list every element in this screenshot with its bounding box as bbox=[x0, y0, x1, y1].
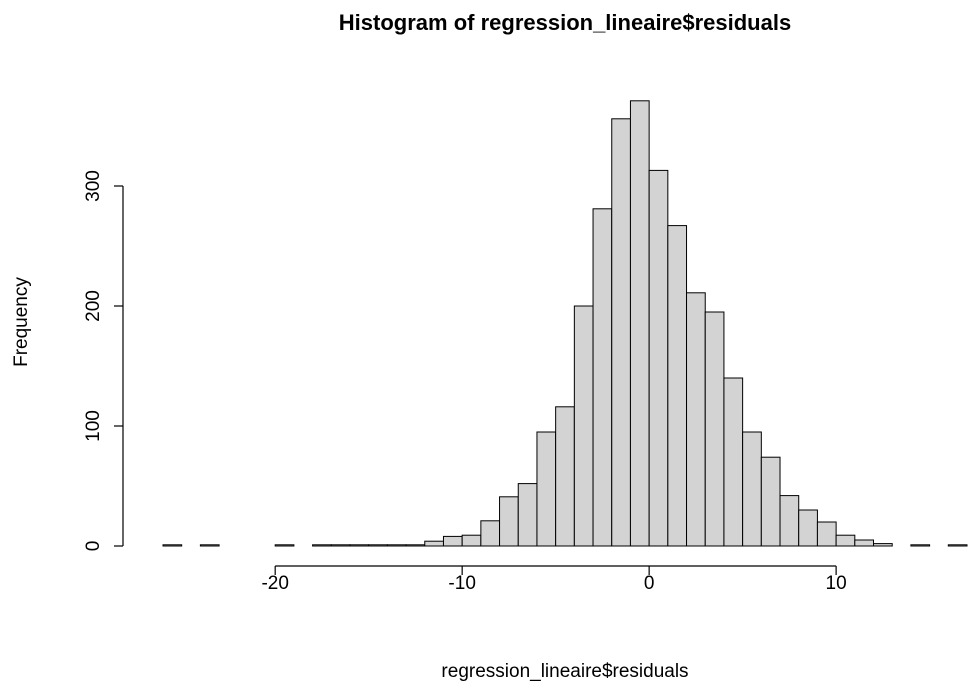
y-axis-label: Frequency bbox=[11, 277, 32, 367]
bar bbox=[312, 544, 332, 547]
bar bbox=[611, 118, 631, 547]
bar bbox=[742, 431, 762, 547]
x-tick-label: 0 bbox=[644, 573, 655, 594]
chart-title: Histogram of regression_lineaire$residua… bbox=[339, 10, 791, 35]
bar bbox=[274, 544, 295, 547]
y-tick-label: 200 bbox=[83, 290, 104, 322]
bar bbox=[910, 544, 931, 547]
bar bbox=[760, 456, 781, 547]
bar bbox=[517, 483, 538, 547]
bar bbox=[779, 495, 800, 547]
bar bbox=[349, 544, 370, 547]
bar bbox=[667, 225, 688, 547]
bar bbox=[704, 311, 725, 547]
bar bbox=[368, 544, 388, 547]
bar bbox=[442, 535, 463, 547]
bar bbox=[555, 406, 575, 547]
bar bbox=[330, 544, 351, 547]
bar bbox=[798, 509, 818, 547]
y-tick-label: 300 bbox=[83, 170, 104, 202]
x-tick-label: -10 bbox=[448, 573, 475, 594]
bar bbox=[686, 292, 706, 547]
bar bbox=[536, 431, 557, 547]
bar bbox=[162, 544, 183, 547]
bar bbox=[480, 520, 501, 547]
x-axis-label: regression_lineaire$residuals bbox=[441, 661, 688, 682]
bar bbox=[573, 305, 594, 547]
x-tick-label: -20 bbox=[261, 573, 288, 594]
bar bbox=[816, 521, 837, 547]
x-tick-label: 10 bbox=[826, 573, 847, 594]
bar bbox=[424, 540, 444, 547]
bar bbox=[723, 377, 744, 547]
bar bbox=[386, 544, 407, 547]
bar bbox=[405, 544, 426, 547]
bar bbox=[461, 534, 482, 547]
bar bbox=[835, 534, 856, 547]
bar bbox=[648, 169, 669, 547]
bar bbox=[854, 539, 875, 547]
y-tick-label: 100 bbox=[83, 410, 104, 442]
bar bbox=[592, 208, 613, 547]
bar bbox=[947, 544, 968, 547]
bar bbox=[629, 100, 650, 547]
y-tick-label: 0 bbox=[83, 541, 104, 552]
bar bbox=[873, 543, 893, 547]
bar bbox=[499, 496, 519, 547]
bar bbox=[199, 544, 220, 547]
